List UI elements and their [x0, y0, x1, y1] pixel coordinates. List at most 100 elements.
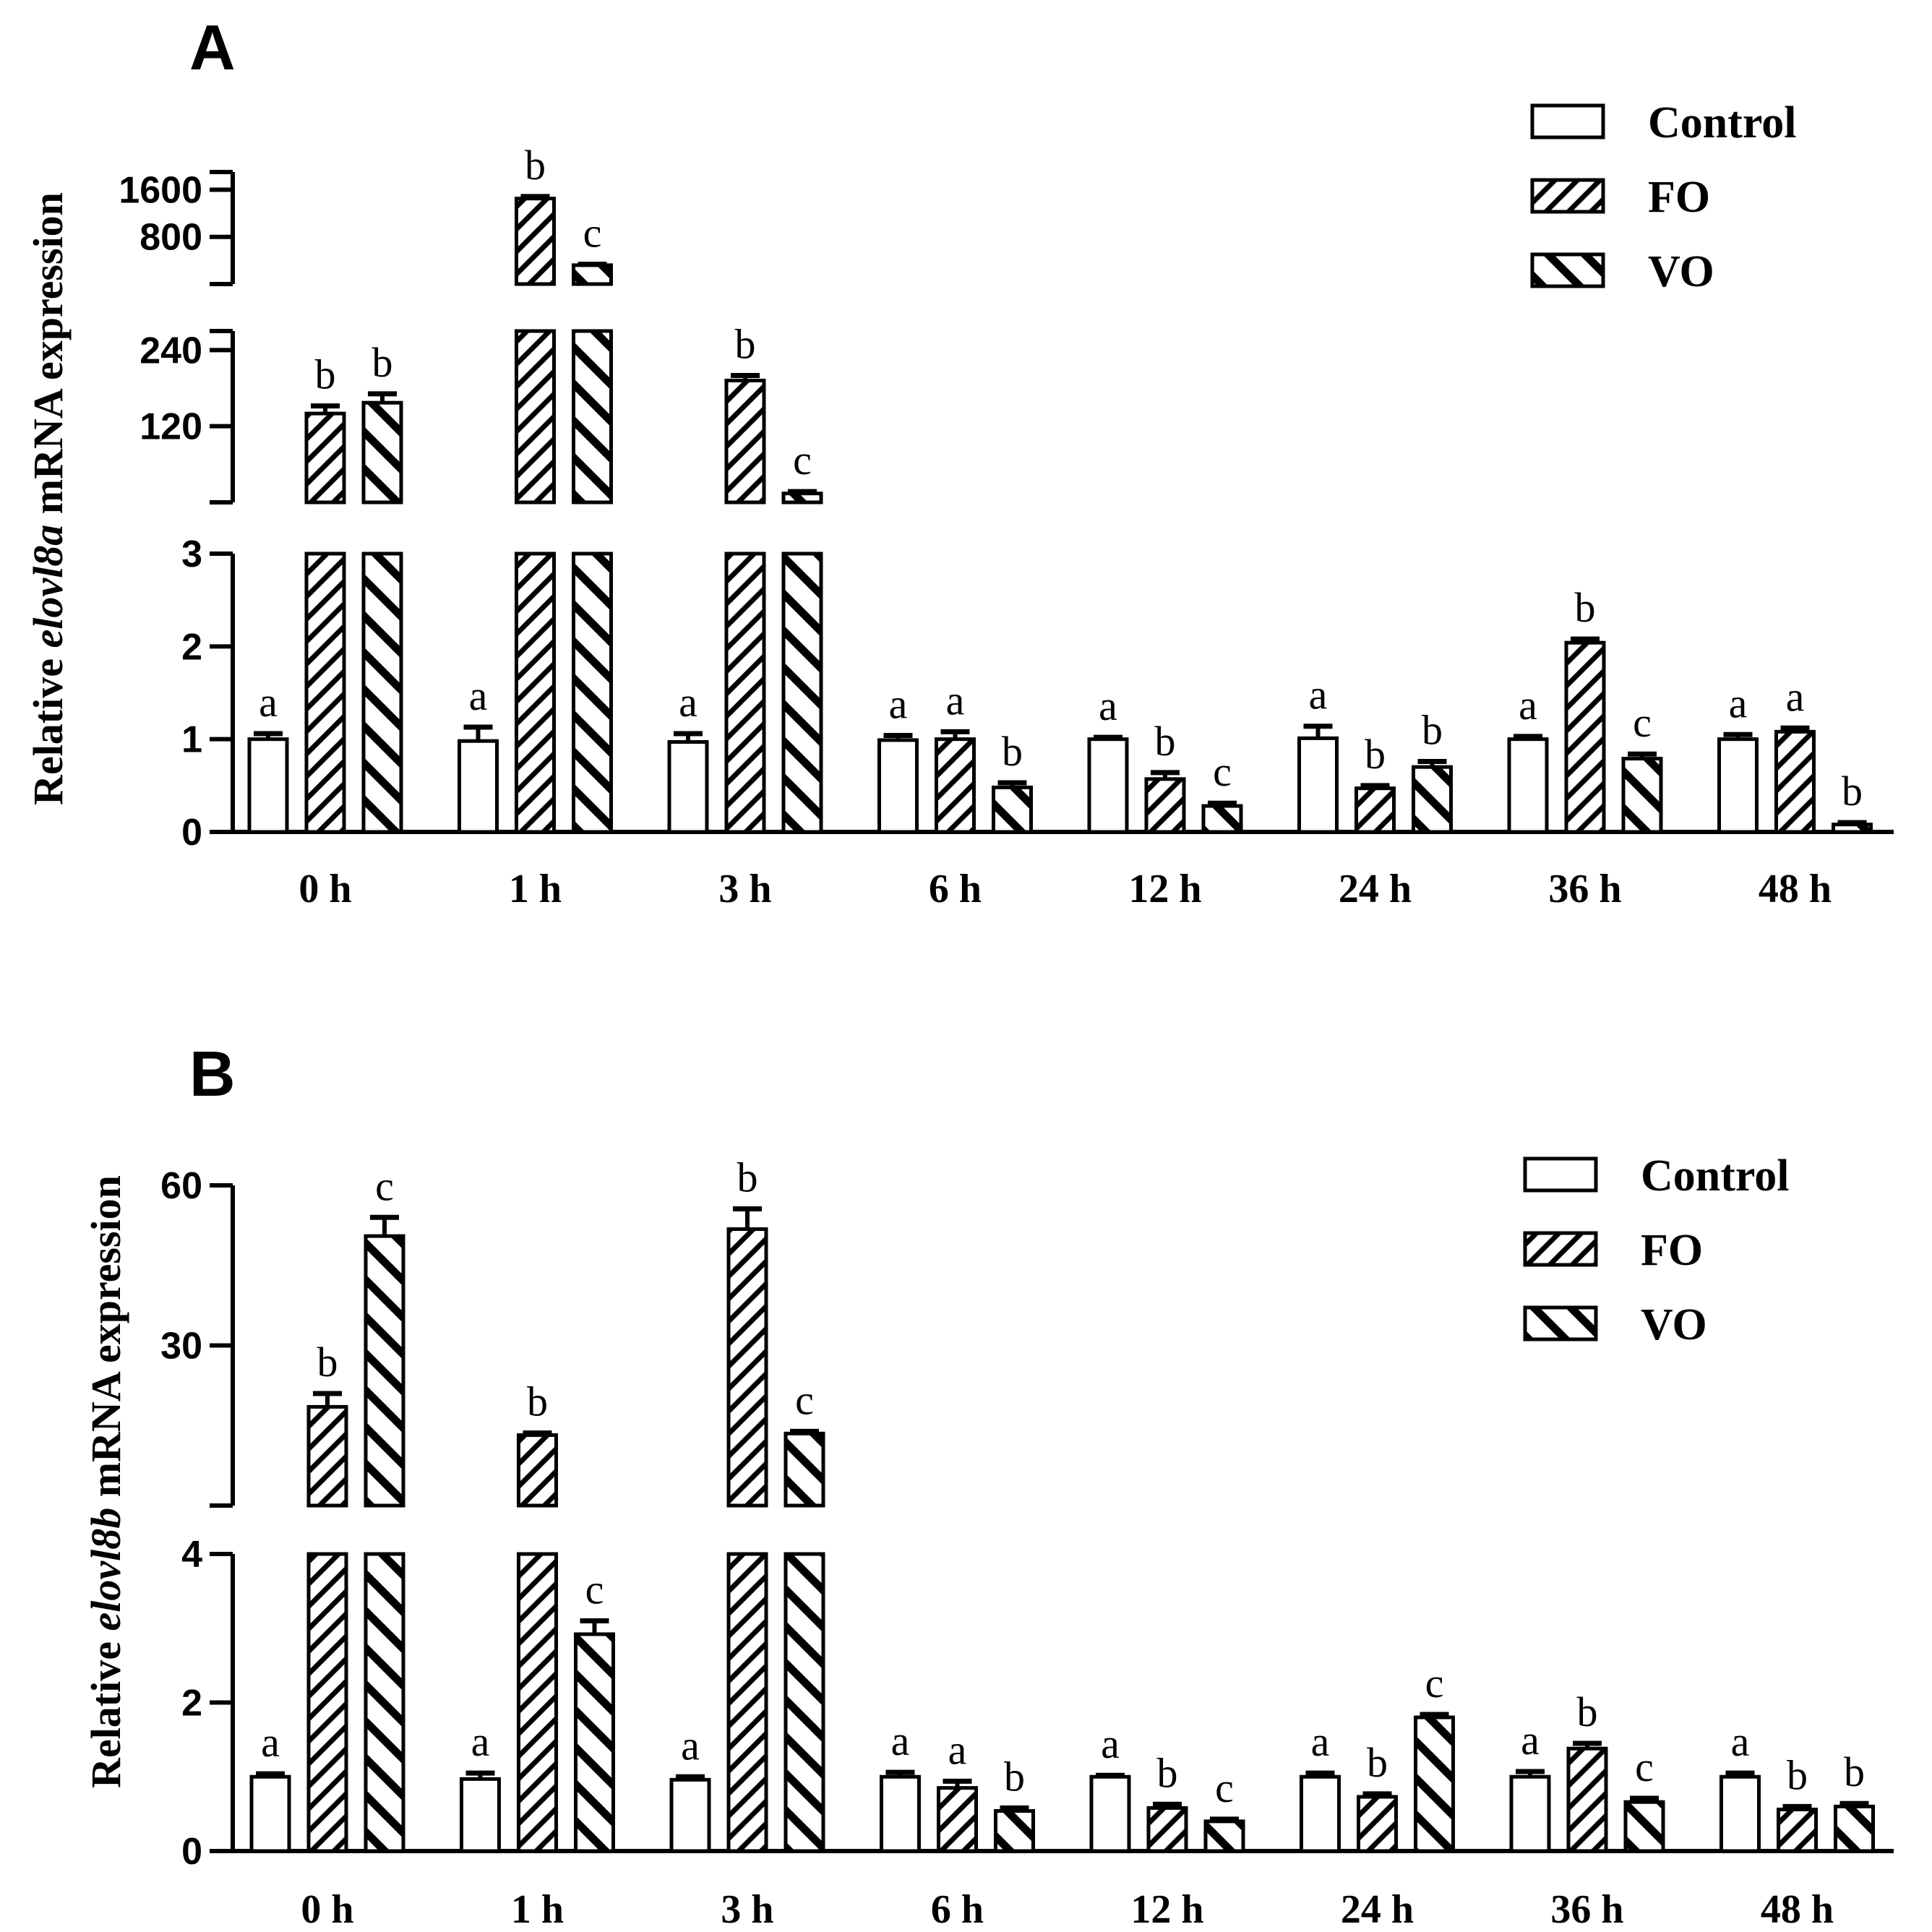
- bar-group-a: a: [667, 679, 709, 834]
- legend-swatch-fo: [1523, 1231, 1598, 1267]
- axes-a: 0 1 2 3 120 240 800 1600 0 h 1 h 3 h 6 h 12 h 24 h 36 …: [119, 169, 1894, 911]
- sig-letter-b: c: [1215, 1764, 1234, 1811]
- bar-b-control: [1089, 1774, 1131, 1853]
- bar-a-vo: [572, 551, 613, 834]
- bar-b-vo: [1623, 1800, 1665, 1853]
- bar-a-vo: [1621, 757, 1663, 834]
- x-tick-label-b: 36 h: [1550, 1887, 1623, 1932]
- x-tick-label-a: 1 h: [509, 867, 562, 911]
- y-tick-label-b: 4: [181, 1534, 202, 1576]
- bar-group-a: a: [935, 677, 976, 834]
- bar-group-b: a: [249, 1719, 291, 1853]
- bar-group-b: a: [1300, 1718, 1341, 1853]
- bar-a-vo: [572, 263, 613, 286]
- bar-b-vo: [783, 1431, 825, 1508]
- sig-letter-a: a: [679, 679, 697, 726]
- sig-letter-a: b: [1002, 728, 1023, 775]
- bar-b-fo: [726, 1227, 768, 1508]
- sig-letter-a: a: [1786, 673, 1805, 720]
- sig-letter-b: a: [1311, 1718, 1330, 1765]
- sig-letter-a: c: [1633, 699, 1652, 746]
- axes-b: 0 2 4 30 60 0 h 1 h 3 h 6 h 12 h 24 h 36 h 48 h: [160, 1165, 1894, 1932]
- bar-a-fo: [935, 737, 976, 834]
- x-tick-label-b: 3 h: [721, 1887, 773, 1932]
- bar-a-fo: [515, 551, 556, 834]
- x-tick-label-b: 24 h: [1341, 1887, 1414, 1932]
- sig-letter-b: c: [585, 1566, 604, 1613]
- bar-group-b: c: [1414, 1660, 1455, 1853]
- bar-a-control: [1507, 737, 1549, 834]
- bar-b-fo: [306, 1404, 348, 1508]
- bar-group-b: a: [937, 1726, 978, 1853]
- sig-letter-b: c: [1425, 1660, 1444, 1706]
- bar-b-vo: [783, 1552, 825, 1853]
- bar-b-fo: [517, 1552, 558, 1853]
- x-tick-label-b: 6 h: [931, 1887, 984, 1932]
- legend-label-fo: FO: [1641, 1226, 1703, 1275]
- legend-swatch-vo: [1530, 252, 1605, 288]
- bar-a-control: [1297, 736, 1339, 834]
- bar-b-control: [249, 1774, 291, 1853]
- bar-a-fo: [1354, 786, 1396, 834]
- y-tick-label-a: 1: [181, 719, 202, 761]
- x-tick-label-b: 48 h: [1761, 1887, 1834, 1932]
- sig-letter-b: b: [1157, 1749, 1178, 1796]
- bar-b-vo: [1834, 1804, 1875, 1853]
- sig-letter-b: a: [261, 1719, 280, 1766]
- x-tick-label-a: 48 h: [1759, 867, 1832, 911]
- y-tick-label-a: 3: [181, 533, 202, 575]
- x-tick-label-b: 1 h: [511, 1887, 564, 1932]
- bar-group-b: a: [669, 1722, 711, 1853]
- bar-group-a: a: [458, 672, 499, 834]
- legend-swatch-vo: [1523, 1305, 1598, 1341]
- bar-group-b: b: [726, 1154, 768, 1853]
- sig-letter-a: a: [259, 679, 278, 726]
- bar-group-a: b: [1412, 706, 1453, 834]
- x-tick-label-a: 6 h: [929, 867, 982, 911]
- legend-label-control: Control: [1648, 98, 1797, 147]
- bar-group-a: b: [1564, 584, 1606, 834]
- bar-a-control: [1717, 737, 1759, 834]
- bar-b-fo: [937, 1786, 978, 1853]
- sig-letter-a: b: [1422, 706, 1443, 753]
- sig-letter-a: b: [1365, 731, 1386, 778]
- bar-b-vo: [574, 1632, 615, 1853]
- sig-letter-a: a: [946, 677, 965, 724]
- bar-group-b: c: [1203, 1764, 1245, 1853]
- bar-group-a: c: [781, 437, 823, 834]
- bar-a-fo: [724, 551, 766, 834]
- sig-letter-a: b: [372, 339, 393, 386]
- bar-a-vo: [361, 400, 403, 505]
- y-tick-label-b: 2: [181, 1683, 202, 1725]
- panel-letter-a: A: [189, 12, 236, 83]
- panel-letter-b: B: [189, 1038, 236, 1109]
- legend-swatch-fo: [1530, 178, 1605, 214]
- legend-label-vo: VO: [1648, 247, 1714, 296]
- bar-group-b: a: [1720, 1718, 1761, 1853]
- bar-a-fo: [1144, 777, 1186, 834]
- bar-b-vo: [994, 1809, 1035, 1853]
- bar-group-a: c: [1201, 748, 1243, 834]
- y-tick-label-b: 0: [181, 1831, 202, 1873]
- bar-group-a: a: [1087, 682, 1129, 834]
- bar-a-fo: [724, 378, 766, 505]
- bar-group-a: a: [877, 681, 919, 834]
- sig-letter-a: b: [525, 142, 546, 189]
- sig-letter-b: b: [1577, 1688, 1598, 1735]
- bar-group-b: b: [517, 1378, 558, 1853]
- sig-letter-b: a: [1731, 1718, 1750, 1765]
- legend-swatch-control: [1530, 103, 1605, 139]
- bar-a-fo: [515, 329, 556, 505]
- y-tick-label-b: 60: [160, 1165, 202, 1207]
- bar-a-fo: [1774, 729, 1816, 834]
- bar-group-a: b: [361, 339, 403, 834]
- bar-group-b: b: [1777, 1751, 1818, 1853]
- x-tick-label-b: 12 h: [1130, 1887, 1203, 1932]
- bar-group-b: b: [306, 1339, 348, 1853]
- panel-b: B Relative elovl8b mRNA expression 0 2 4 30…: [82, 1038, 1894, 1932]
- bar-a-fo: [1564, 640, 1606, 834]
- sig-letter-b: a: [1101, 1720, 1120, 1767]
- bar-a-vo: [781, 491, 823, 505]
- x-tick-label-a: 3 h: [718, 867, 771, 911]
